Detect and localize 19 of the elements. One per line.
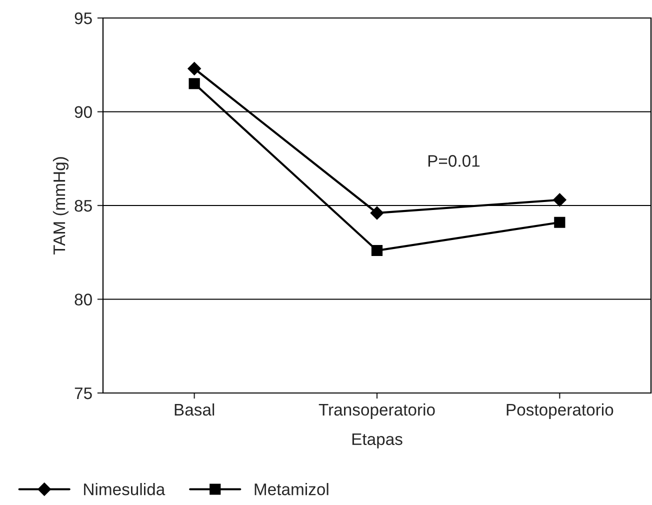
point bbox=[370, 206, 384, 220]
y-tick-label: 75 bbox=[74, 388, 92, 400]
point bbox=[371, 244, 383, 256]
x-axis-title: Etapas bbox=[352, 433, 402, 448]
y-tick-label: 95 bbox=[74, 12, 92, 24]
point bbox=[188, 78, 200, 90]
legend-label: Metamizol bbox=[254, 483, 328, 496]
x-tick-label: Transoperatorio bbox=[318, 403, 435, 419]
x-tick-label: Postoperatorio bbox=[506, 403, 614, 419]
point bbox=[188, 62, 201, 76]
point bbox=[553, 193, 566, 206]
point bbox=[554, 216, 566, 228]
annotation: P=0.01 bbox=[428, 155, 480, 167]
y-tick-label: 85 bbox=[74, 200, 92, 212]
legend-label: Nimesulida bbox=[84, 483, 166, 496]
x-tick-label: Basal bbox=[174, 403, 214, 416]
y-tick-label: 80 bbox=[74, 294, 92, 306]
y-tick-label: 90 bbox=[74, 106, 92, 118]
y-axis-title: TAM (mmHg) bbox=[52, 157, 68, 254]
